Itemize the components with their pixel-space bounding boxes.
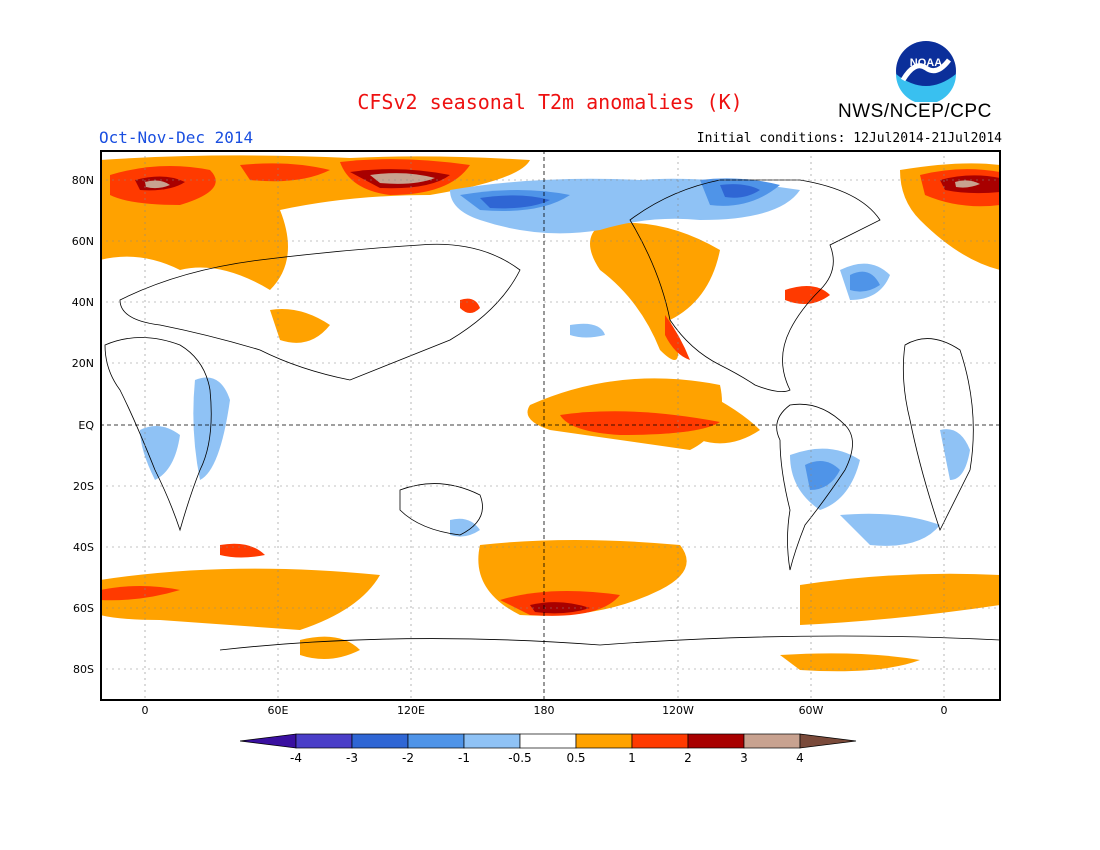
lat-tick: 20N (72, 357, 94, 370)
colorbar-swatch (743, 733, 801, 749)
lon-tick: 60E (268, 704, 289, 717)
lat-tick: 20S (73, 480, 94, 493)
colorbar-swatch (519, 733, 577, 749)
lat-tick: EQ (78, 419, 94, 432)
colorbar-tick-label: 4 (796, 751, 804, 765)
initial-conditions: Initial conditions: 12Jul2014-21Jul2014 (696, 131, 1002, 146)
colorbar-swatch (295, 733, 353, 749)
lon-gridlines (144, 150, 945, 700)
colorbar-swatch (407, 733, 465, 749)
colorbar-tick-label: 1 (628, 751, 636, 765)
agency-label: NWS/NCEP/CPC (838, 101, 992, 122)
lat-tick: 40S (73, 541, 94, 554)
lon-tick: 60W (799, 704, 824, 717)
lat-tick: 80S (73, 663, 94, 676)
lat-tick: 80N (72, 174, 94, 187)
map-frame (100, 150, 1001, 701)
colorbar-tick-label: -4 (290, 751, 302, 765)
colorbar-swatch (463, 733, 521, 749)
colorbar-swatch (351, 733, 409, 749)
lat-gridlines (100, 179, 1000, 670)
anomaly-map (100, 150, 1001, 701)
lon-tick: 120W (662, 704, 694, 717)
logo-lettering: NOAA (910, 57, 942, 69)
colorbar: -4 -3 -2 -1 -0.5 0.5 1 2 3 4 (240, 733, 857, 765)
colorbar-swatch (687, 733, 745, 749)
lat-axis: 80N 60N 40N 20N EQ 20S 40S 60S 80S (72, 174, 95, 676)
colorbar-swatch (575, 733, 633, 749)
chart-title: CFSv2 seasonal T2m anomalies (K) (357, 90, 743, 114)
colorbar-swatch (631, 733, 689, 749)
colorbar-tick-label: 2 (684, 751, 692, 765)
colorbar-tick-label: -1 (458, 751, 470, 765)
lon-tick: 0 (142, 704, 149, 717)
colorbar-tick-label: -0.5 (508, 751, 531, 765)
forecast-period: Oct-Nov-Dec 2014 (99, 128, 254, 147)
noaa-logo: NOAA (896, 41, 956, 102)
colorbar-tick-label: -3 (346, 751, 358, 765)
coastlines (104, 179, 1000, 651)
lon-tick: 120E (397, 704, 425, 717)
warm-anomaly-3 (145, 173, 980, 189)
colorbar-swatch (240, 733, 297, 749)
cool-anomaly-2 (480, 184, 760, 209)
lat-tick: 60N (72, 235, 94, 248)
lon-axis: 0 60E 120E 180 120W 60W 0 (142, 704, 948, 717)
colorbar-tick-label: -2 (402, 751, 414, 765)
lat-tick: 60S (73, 602, 94, 615)
lon-tick: 0 (941, 704, 948, 717)
lon-tick: 180 (534, 704, 555, 717)
colorbar-swatch (799, 733, 857, 749)
colorbar-tick-label: 0.5 (566, 751, 585, 765)
colorbar-tick-label: 3 (740, 751, 748, 765)
lat-tick: 40N (72, 296, 94, 309)
